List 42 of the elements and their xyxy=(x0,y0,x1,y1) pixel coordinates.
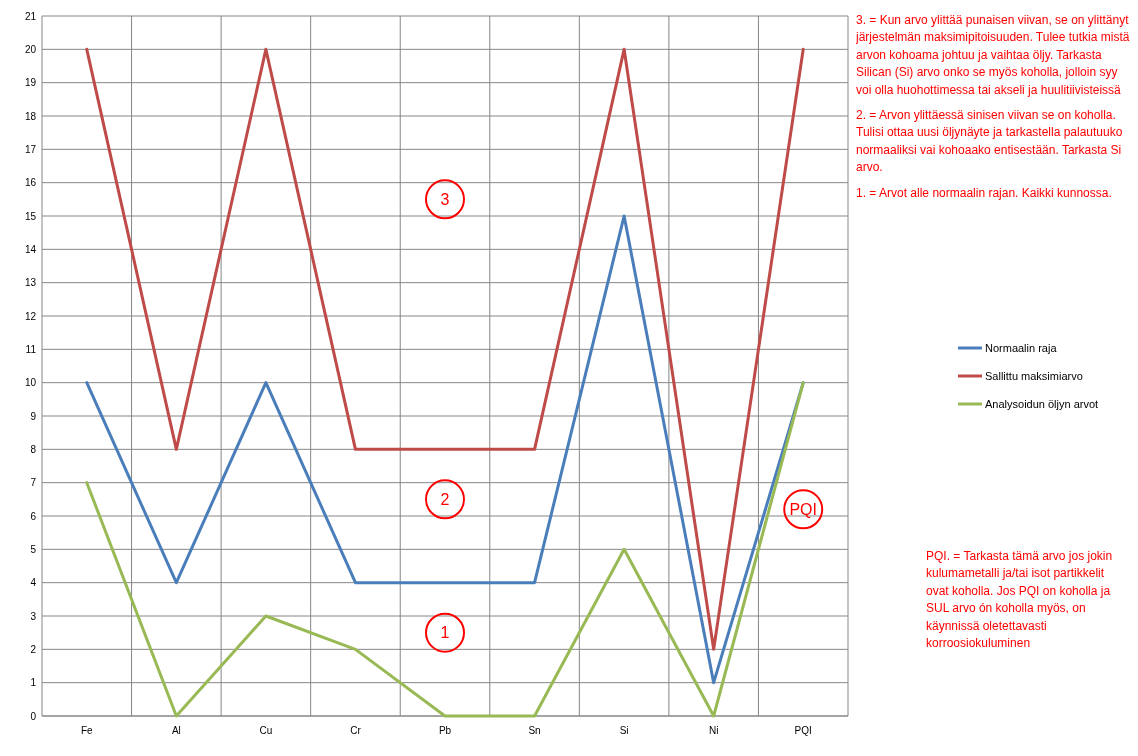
x-tick-label: Ni xyxy=(708,725,719,736)
y-tick-label: 3 xyxy=(30,610,37,622)
annotation: 2 xyxy=(440,490,450,508)
legend-label: Sallittu maksimiarvo xyxy=(985,369,1083,382)
annotation: 3 xyxy=(440,190,450,208)
y-tick-label: 14 xyxy=(24,243,37,255)
x-tick-label: Al xyxy=(171,725,181,736)
annotation: 1 xyxy=(440,624,450,642)
y-tick-label: 18 xyxy=(24,110,37,122)
text: 2. = Arvon ylittäessä sinisen viivan se on koholla. Tulisi ottaa uusi öljynäyte ja tarkastella palautuuko normaaliksi vai kohoaako entisestään. Tarkasta Si arvo. xyxy=(856,106,1124,177)
x-tick-label: Si xyxy=(619,725,629,736)
y-tick-label: 2 xyxy=(30,643,37,655)
y-tick-label: 21 xyxy=(24,10,37,22)
legend-label: Normaalin raja xyxy=(985,341,1058,354)
text: 3. = Kun arvo ylittää punaisen viivan, se on ylittänyt järjestelmän maksimipitoisuuden. Tulee tutkia mistä arvon kohoama johtuu ja vaihtaa öljy. Tarkasta Silican (Si) arvo onko se myös koholla, jolloin syy voi olla huohottimessa tai akseli ja huulitiivisteissä xyxy=(856,12,1130,99)
annotation: PQI xyxy=(789,500,817,518)
y-tick-label: 13 xyxy=(24,277,37,289)
x-tick-label: Sn xyxy=(528,725,541,736)
text: 1. = Arvot alle normaalin rajan. Kaikki kunnossa. xyxy=(856,184,1113,202)
x-tick-label: Cr xyxy=(350,725,362,736)
y-tick-label: 20 xyxy=(24,43,37,55)
y-tick-label: 7 xyxy=(30,477,37,489)
y-tick-label: 15 xyxy=(24,210,37,222)
y-tick-label: 19 xyxy=(24,77,37,89)
y-tick-label: 9 xyxy=(30,410,37,422)
y-tick-label: 8 xyxy=(30,443,37,455)
y-tick-label: 5 xyxy=(30,543,37,555)
y-tick-label: 17 xyxy=(24,143,37,155)
x-tick-label: Cu xyxy=(259,725,273,736)
y-tick-label: 16 xyxy=(24,177,37,189)
y-tick-label: 11 xyxy=(25,343,37,355)
x-tick-label: Pb xyxy=(438,725,452,736)
x-tick-label: PQI xyxy=(794,725,812,736)
x-tick-label: Fe xyxy=(80,725,94,736)
text: PQI. = Tarkasta tämä arvo jos jokin kulumametalli ja/tai isot partikkelit ovat koholla. Jos PQI on koholla ja SUL arvo ón koholla myös, on käynnissä oletettavasti korroosiokuluminen xyxy=(926,548,1114,652)
legend-label: Analysoidun öljyn arvot xyxy=(985,397,1099,410)
y-tick-label: 0 xyxy=(30,710,37,722)
y-tick-label: 4 xyxy=(30,577,37,589)
y-tick-label: 6 xyxy=(30,510,37,522)
y-tick-label: 1 xyxy=(30,677,37,689)
y-tick-label: 12 xyxy=(24,310,37,322)
y-tick-label: 10 xyxy=(24,377,37,389)
